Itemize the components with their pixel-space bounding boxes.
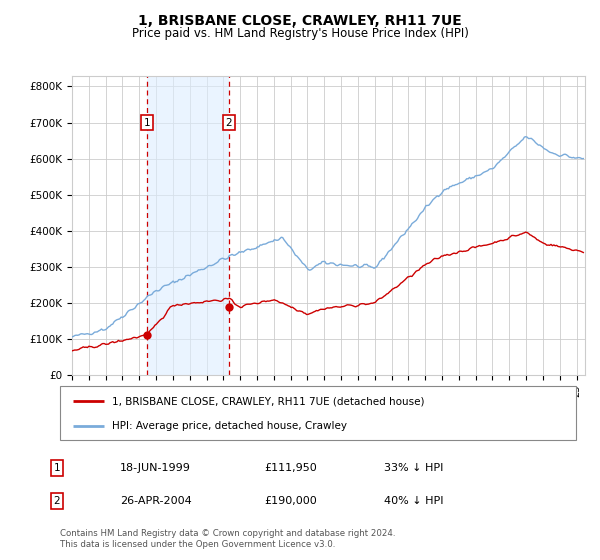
FancyBboxPatch shape <box>60 386 576 440</box>
Text: Contains HM Land Registry data © Crown copyright and database right 2024.
This d: Contains HM Land Registry data © Crown c… <box>60 529 395 549</box>
Text: Price paid vs. HM Land Registry's House Price Index (HPI): Price paid vs. HM Land Registry's House … <box>131 27 469 40</box>
Bar <box>147 76 229 375</box>
Text: 33% ↓ HPI: 33% ↓ HPI <box>384 463 443 473</box>
Text: 1, BRISBANE CLOSE, CRAWLEY, RH11 7UE (detached house): 1, BRISBANE CLOSE, CRAWLEY, RH11 7UE (de… <box>112 396 424 407</box>
Text: 2: 2 <box>53 496 61 506</box>
Text: 1: 1 <box>53 463 61 473</box>
Text: 26-APR-2004: 26-APR-2004 <box>120 496 192 506</box>
Text: 1: 1 <box>144 118 151 128</box>
Text: 1, BRISBANE CLOSE, CRAWLEY, RH11 7UE: 1, BRISBANE CLOSE, CRAWLEY, RH11 7UE <box>138 14 462 28</box>
Text: 2: 2 <box>226 118 232 128</box>
Text: £190,000: £190,000 <box>264 496 317 506</box>
Text: 40% ↓ HPI: 40% ↓ HPI <box>384 496 443 506</box>
Text: HPI: Average price, detached house, Crawley: HPI: Average price, detached house, Craw… <box>112 421 347 431</box>
Text: 18-JUN-1999: 18-JUN-1999 <box>120 463 191 473</box>
Text: £111,950: £111,950 <box>264 463 317 473</box>
